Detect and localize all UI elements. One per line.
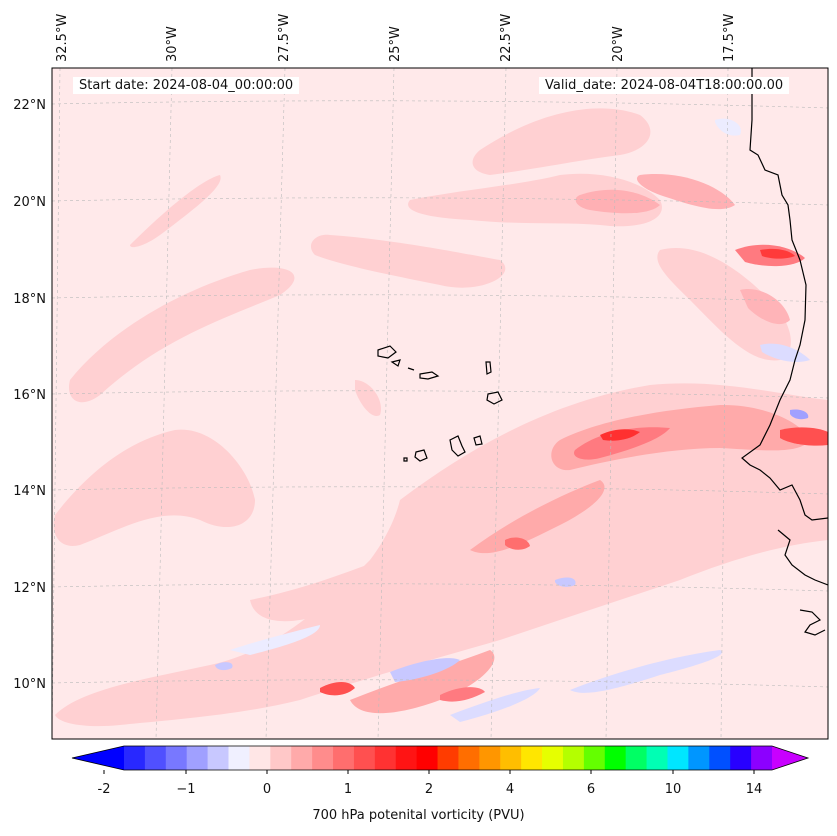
latitude-labels: 22°N 20°N 18°N 16°N 14°N 12°N 10°N: [13, 98, 46, 692]
colorbar-swatch: [333, 746, 355, 770]
colorbar-swatch: [249, 746, 271, 770]
colorbar-swatch: [416, 746, 439, 770]
colorbar-swatch: [751, 746, 773, 770]
colorbar-swatch: [604, 746, 627, 770]
colorbar-tick: 4: [506, 782, 514, 797]
colorbar-tick: 1: [344, 782, 352, 797]
lat-label: 10°N: [13, 677, 46, 692]
colorbar-swatch: [165, 746, 188, 770]
colorbar-extend-low: [72, 746, 124, 770]
lat-label: 18°N: [13, 292, 46, 307]
lon-label: 17.5°W: [722, 14, 737, 62]
colorbar: [71, 745, 810, 774]
lat-label: 16°N: [13, 388, 46, 403]
colorbar-extend-high: [772, 746, 808, 770]
colorbar-swatch: [270, 746, 292, 770]
lon-label: 20°W: [611, 26, 626, 62]
lat-label: 14°N: [13, 484, 46, 499]
lat-label: 20°N: [13, 195, 46, 210]
lon-label: 30°W: [165, 26, 180, 62]
coastline: [741, 68, 828, 636]
colorbar-swatch: [458, 746, 480, 770]
lat-label: 12°N: [13, 581, 46, 596]
colorbar-tick: -2: [98, 782, 111, 797]
colorbar-swatch: [646, 746, 668, 770]
colorbar-swatch: [291, 746, 313, 770]
colorbar-swatch: [500, 746, 522, 770]
colorbar-swatch: [562, 746, 585, 770]
lon-label: 22.5°W: [499, 14, 514, 62]
colorbar-swatch: [667, 746, 689, 770]
pv-field: [53, 108, 828, 727]
colorbar-tick: 6: [587, 782, 595, 797]
colorbar-tick: 14: [746, 782, 763, 797]
colorbar-swatch: [625, 746, 648, 770]
colorbar-swatch: [207, 746, 230, 770]
colorbar-tick: 10: [665, 782, 682, 797]
colorbar-swatch: [730, 746, 752, 770]
colorbar-swatch: [479, 746, 501, 770]
colorbar-title: 700 hPa potenital vorticity (PVU): [312, 808, 525, 823]
colorbar-swatch: [583, 746, 606, 770]
colorbar-swatch: [437, 746, 459, 770]
colorbar-tick: 0: [263, 782, 271, 797]
colorbar-swatch: [374, 746, 397, 770]
colorbar-swatch: [124, 746, 146, 770]
valid-date-label: Valid_date: 2024-08-04T18:00:00.00: [539, 77, 790, 94]
lon-label: 27.5°W: [277, 14, 292, 62]
map-frame: [51, 67, 829, 740]
colorbar-swatch: [228, 746, 250, 770]
colorbar-tick-labels: -2 −1 0 1 2 4 6 10 14: [98, 782, 763, 797]
lon-label: 32.5°W: [55, 14, 70, 62]
colorbar-swatch: [144, 746, 167, 770]
colorbar-swatch: [353, 746, 376, 770]
graticule: [52, 68, 828, 739]
colorbar-swatch: [709, 746, 731, 770]
colorbar-swatch: [521, 746, 543, 770]
start-date-label: Start date: 2024-08-04_00:00:00: [73, 77, 300, 94]
colorbar-outline: [71, 745, 810, 771]
colorbar-tick: −1: [176, 782, 195, 797]
colorbar-swatch: [688, 746, 710, 770]
cape-verde-islands: [377, 345, 503, 462]
colorbar-swatch: [542, 746, 564, 770]
lon-label: 25°W: [388, 26, 403, 62]
colorbar-swatch: [395, 746, 418, 770]
longitude-labels: 32.5°W 30°W 27.5°W 25°W 22.5°W 20°W 17.5…: [55, 14, 737, 62]
colorbar-tick: 2: [425, 782, 433, 797]
lat-label: 22°N: [13, 98, 46, 113]
colorbar-swatch: [186, 746, 209, 770]
colorbar-swatch: [312, 746, 334, 770]
